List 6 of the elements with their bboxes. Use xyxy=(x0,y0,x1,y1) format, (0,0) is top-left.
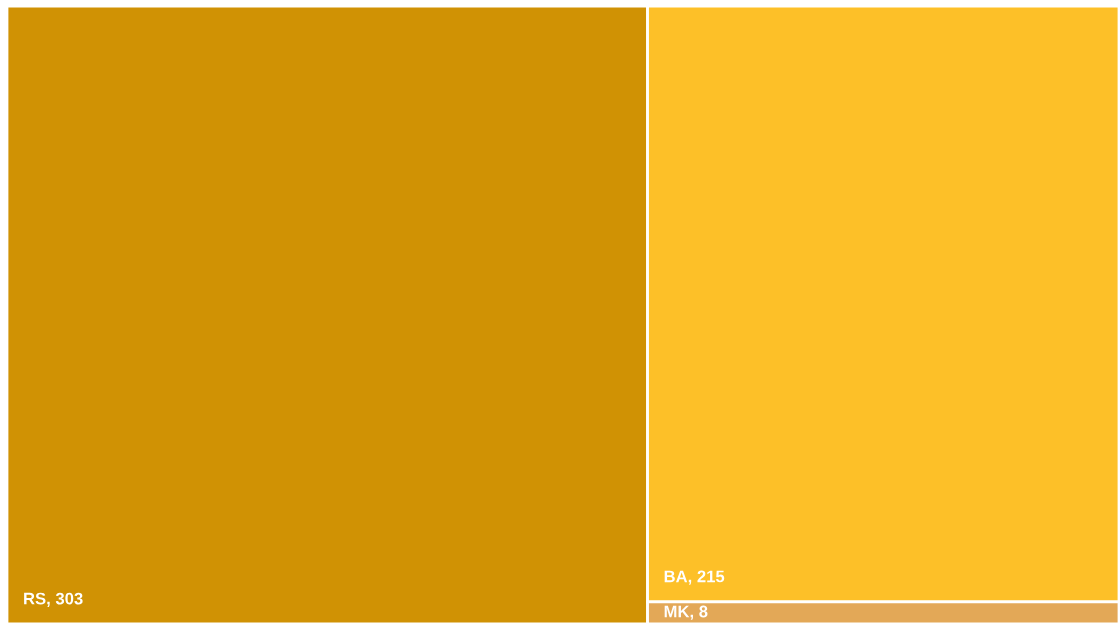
category-label: BA xyxy=(664,570,688,583)
data-label: , 8 xyxy=(690,605,708,620)
data-label: , 215 xyxy=(688,570,725,585)
category-label: MK xyxy=(664,605,690,618)
data-label: , 303 xyxy=(47,592,83,607)
category-label: RS xyxy=(24,592,46,605)
